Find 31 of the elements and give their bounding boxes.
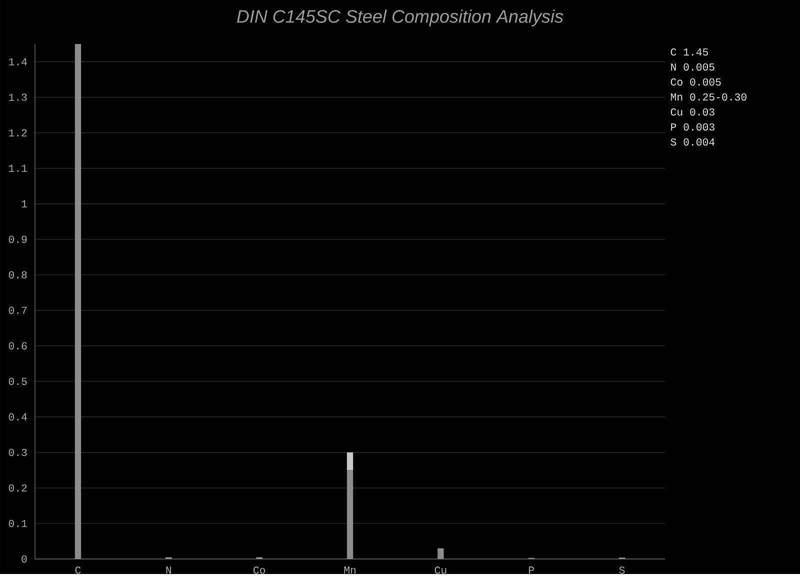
y-tick-label: 1.1: [9, 164, 27, 172]
y-tick-label: 0.9: [8, 236, 27, 243]
y-tick-label: 0: [22, 555, 27, 563]
y-tick-label: 0.8: [8, 271, 27, 278]
x-tick-label: P: [528, 566, 534, 574]
text: N 0.005: [671, 63, 714, 71]
x-tick-label: C: [75, 566, 81, 574]
text: S 0.004: [670, 138, 715, 146]
bar: [346, 452, 354, 470]
x-tick-label: Cu: [434, 566, 446, 574]
text: Cu 0.03: [670, 108, 714, 116]
text: Mn 0.25-0.30: [670, 93, 746, 101]
y-tick-label: 1.2: [9, 129, 27, 136]
x-tick-label: N: [166, 566, 171, 574]
text: C 1.45: [670, 48, 708, 56]
text: P 0.003: [671, 123, 714, 131]
y-tick-label: 0.4: [8, 413, 27, 420]
x-tick-label: S: [619, 566, 625, 574]
y-tick-label: 1: [22, 200, 27, 208]
y-tick-label: 0.6: [8, 342, 27, 350]
y-tick-label: 0.2: [8, 484, 27, 492]
y-tick-label: 0.5: [8, 378, 27, 385]
chart-title: DIN C145SC Steel Composition Analysis: [236, 9, 564, 26]
y-tick-label: 1.3: [9, 94, 27, 101]
y-tick-label: 0.1: [8, 520, 27, 527]
text: Co 0.005: [670, 78, 721, 86]
y-tick-label: 0.3: [8, 448, 27, 456]
x-tick-label: Co: [254, 566, 266, 574]
y-tick-label: 1.4: [9, 58, 27, 66]
x-tick-label: Mn: [344, 566, 356, 574]
y-tick-label: 0.7: [8, 306, 27, 314]
